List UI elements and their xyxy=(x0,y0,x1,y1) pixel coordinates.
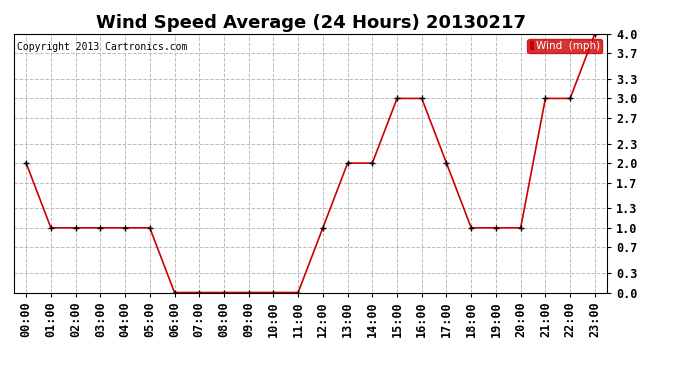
Title: Wind Speed Average (24 Hours) 20130217: Wind Speed Average (24 Hours) 20130217 xyxy=(95,14,526,32)
Text: Copyright 2013 Cartronics.com: Copyright 2013 Cartronics.com xyxy=(17,42,187,51)
Legend: Wind  (mph): Wind (mph) xyxy=(527,39,602,53)
